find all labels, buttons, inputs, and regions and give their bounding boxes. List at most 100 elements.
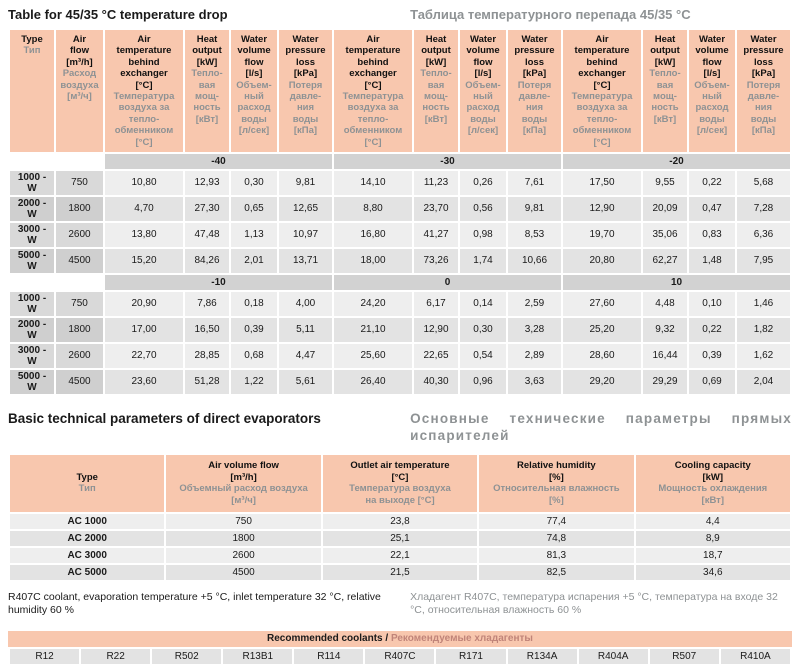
value-cell: 22,1 — [322, 547, 478, 563]
band-blank-cell — [10, 153, 103, 169]
value-cell: 12,65 — [279, 196, 332, 221]
value-cell: 0,65 — [231, 196, 277, 221]
value-cell: 27,60 — [563, 291, 641, 316]
value-cell: 0,54 — [460, 343, 506, 368]
header-cell-air-temperature-g1-ru: Температура воздуха за тепло- обменником… — [113, 90, 175, 148]
value-cell: 1800 — [166, 530, 321, 546]
type-cell: 1000 - W — [10, 170, 54, 195]
coolant-cell: R22 — [81, 648, 151, 664]
value-cell: 9,81 — [279, 170, 332, 195]
value-cell: 0,26 — [460, 170, 506, 195]
header-cell-water-pressure-loss-g2-en: Water pressure loss [kPa] — [514, 34, 555, 80]
table-row: AC 5000 4500 21,5 82,5 34,6 — [10, 564, 790, 580]
coolant-note-en: R407C coolant, evaporation temperature +… — [8, 590, 381, 617]
header-cell-air-temperature-g3-en: Air temperature behind exchanger [°C] — [574, 34, 630, 91]
header-cell-water-volume-flow-g1-en: Water volume flow [l/s] — [237, 34, 271, 80]
table-row: 3000 - W 2600 22,70 28,85 0,68 4,47 25,60 22,65… — [10, 343, 790, 368]
header-cell-air-temperature-g2-ru: Температура воздуха за тепло- обменником… — [342, 90, 404, 148]
value-cell: 2600 — [166, 547, 321, 563]
header-cell-water-volume-flow-g3-en: Water volume flow [l/s] — [695, 34, 729, 80]
header-cell-water-volume-flow-g2: Water volume flow [l/s] Объем- ный расход… — [460, 30, 506, 152]
value-cell: 16,44 — [643, 343, 687, 368]
header-cell-cooling-capacity: Cooling capacity [kW] Мощность охлаждения… — [635, 454, 790, 512]
header-cell-air-temperature-g2: Air temperature behind exchanger [°C] Тем… — [334, 30, 412, 152]
air-flow-cell: 1800 — [56, 196, 103, 221]
header-cell-water-pressure-loss-g1-en: Water pressure loss [kPa] — [285, 34, 326, 80]
value-cell: 12,90 — [563, 196, 641, 221]
value-cell: 9,55 — [643, 170, 687, 195]
header-cell-type: Type Тип — [10, 454, 165, 512]
header-cell-relative-humidity-en: Relative humidity [%] — [517, 460, 596, 483]
value-cell: 0,39 — [689, 343, 735, 368]
value-cell: 29,20 — [563, 369, 641, 394]
header-cell-air-temperature-g1-en: Air temperature behind exchanger [°C] — [116, 34, 172, 91]
value-cell: 1,46 — [737, 291, 790, 316]
value-cell: 20,90 — [105, 291, 183, 316]
value-cell: 14,10 — [334, 170, 412, 195]
value-cell: 2,04 — [737, 369, 790, 394]
header-cell-heat-output-g2-en: Heat output [kW] — [421, 34, 451, 68]
value-cell: 22,65 — [414, 343, 458, 368]
value-cell: 0,30 — [460, 317, 506, 342]
air-flow-cell: 2600 — [56, 222, 103, 247]
value-cell: 13,71 — [279, 248, 332, 273]
value-cell: 18,7 — [635, 547, 790, 563]
table-row: 2000 - W 1800 17,00 16,50 0,39 5,11 21,10 12,90… — [10, 317, 790, 342]
value-cell: 17,00 — [105, 317, 183, 342]
header-cell-air-volume-flow: Air volume flow [m³/h] Объемный расход во… — [166, 454, 321, 512]
temperature-band-row: -40 -30 -20 — [10, 153, 790, 169]
value-cell: 1,62 — [737, 343, 790, 368]
header-cell-heat-output-g2-ru: Тепло- вая мощ- ность [кВт] — [420, 68, 452, 125]
value-cell: 29,29 — [643, 369, 687, 394]
header-cell-water-volume-flow-g3-ru: Объем- ный расход воды [л/сек] — [694, 79, 730, 137]
band-label: -10 — [105, 274, 332, 290]
value-cell: 9,81 — [508, 196, 561, 221]
header-cell-type: Type Тип — [10, 30, 54, 152]
value-cell: 0,83 — [689, 222, 735, 247]
value-cell: 0,56 — [460, 196, 506, 221]
band-blank-cell — [10, 274, 103, 290]
type-cell: AC 5000 — [10, 564, 165, 580]
header-cell-heat-output-g3: Heat output [kW] Тепло- вая мощ- ность [к… — [643, 30, 687, 152]
value-cell: 3,63 — [508, 369, 561, 394]
value-cell: 12,90 — [414, 317, 458, 342]
recommended-coolants-table: R12 R22 R502 R13B1 R114 R407C R171 R134A R404A R5… — [8, 647, 792, 666]
value-cell: 21,10 — [334, 317, 412, 342]
value-cell: 4,00 — [279, 291, 332, 316]
band-label: 10 — [563, 274, 790, 290]
evaporators-table-header: Type Тип Air volume flow [m³/h] Объемный ра… — [10, 454, 790, 512]
evaporators-title-ru: Основные технические параметры прямых ис… — [410, 410, 792, 443]
type-cell: 2000 - W — [10, 196, 54, 221]
value-cell: 23,8 — [322, 513, 478, 529]
evaporators-table: Type Тип Air volume flow [m³/h] Объемный ра… — [8, 453, 792, 582]
value-cell: 5,61 — [279, 369, 332, 394]
header-cell-water-pressure-loss-g3-ru: Потеря давле- ния воды [кПа] — [746, 79, 781, 137]
value-cell: 23,70 — [414, 196, 458, 221]
header-cell-water-pressure-loss-g1: Water pressure loss [kPa] Потеря давле- н… — [279, 30, 332, 152]
temperature-drop-table: Type Тип Air flow [m³/h] Расход воздуха [м³… — [8, 28, 792, 396]
evaporators-title-en: Basic technical parameters of direct eva… — [8, 410, 321, 426]
value-cell: 5,68 — [737, 170, 790, 195]
value-cell: 23,60 — [105, 369, 183, 394]
value-cell: 750 — [166, 513, 321, 529]
value-cell: 0,47 — [689, 196, 735, 221]
value-cell: 4,4 — [635, 513, 790, 529]
value-cell: 10,80 — [105, 170, 183, 195]
value-cell: 0,18 — [231, 291, 277, 316]
value-cell: 35,06 — [643, 222, 687, 247]
header-cell-air-temperature-g3-ru: Температура воздуха за тепло- обменником… — [571, 90, 633, 148]
value-cell: 0,96 — [460, 369, 506, 394]
coolant-cell: R171 — [436, 648, 506, 664]
header-cell-cooling-capacity-ru: Мощность охлаждения [кВт] — [658, 483, 768, 506]
table-row: 3000 - W 2600 13,80 47,48 1,13 10,97 16,80 41,2… — [10, 222, 790, 247]
value-cell: 9,32 — [643, 317, 687, 342]
coolant-cell: R114 — [294, 648, 364, 664]
type-cell: AC 3000 — [10, 547, 165, 563]
air-flow-cell: 4500 — [56, 369, 103, 394]
coolant-cell: R410A — [720, 648, 790, 664]
air-flow-cell: 750 — [56, 170, 103, 195]
value-cell: 84,26 — [185, 248, 229, 273]
value-cell: 3,28 — [508, 317, 561, 342]
value-cell: 1,13 — [231, 222, 277, 247]
header-cell-air-volume-flow-ru: Объемный расход воздуха [м³/ч] — [179, 483, 308, 506]
